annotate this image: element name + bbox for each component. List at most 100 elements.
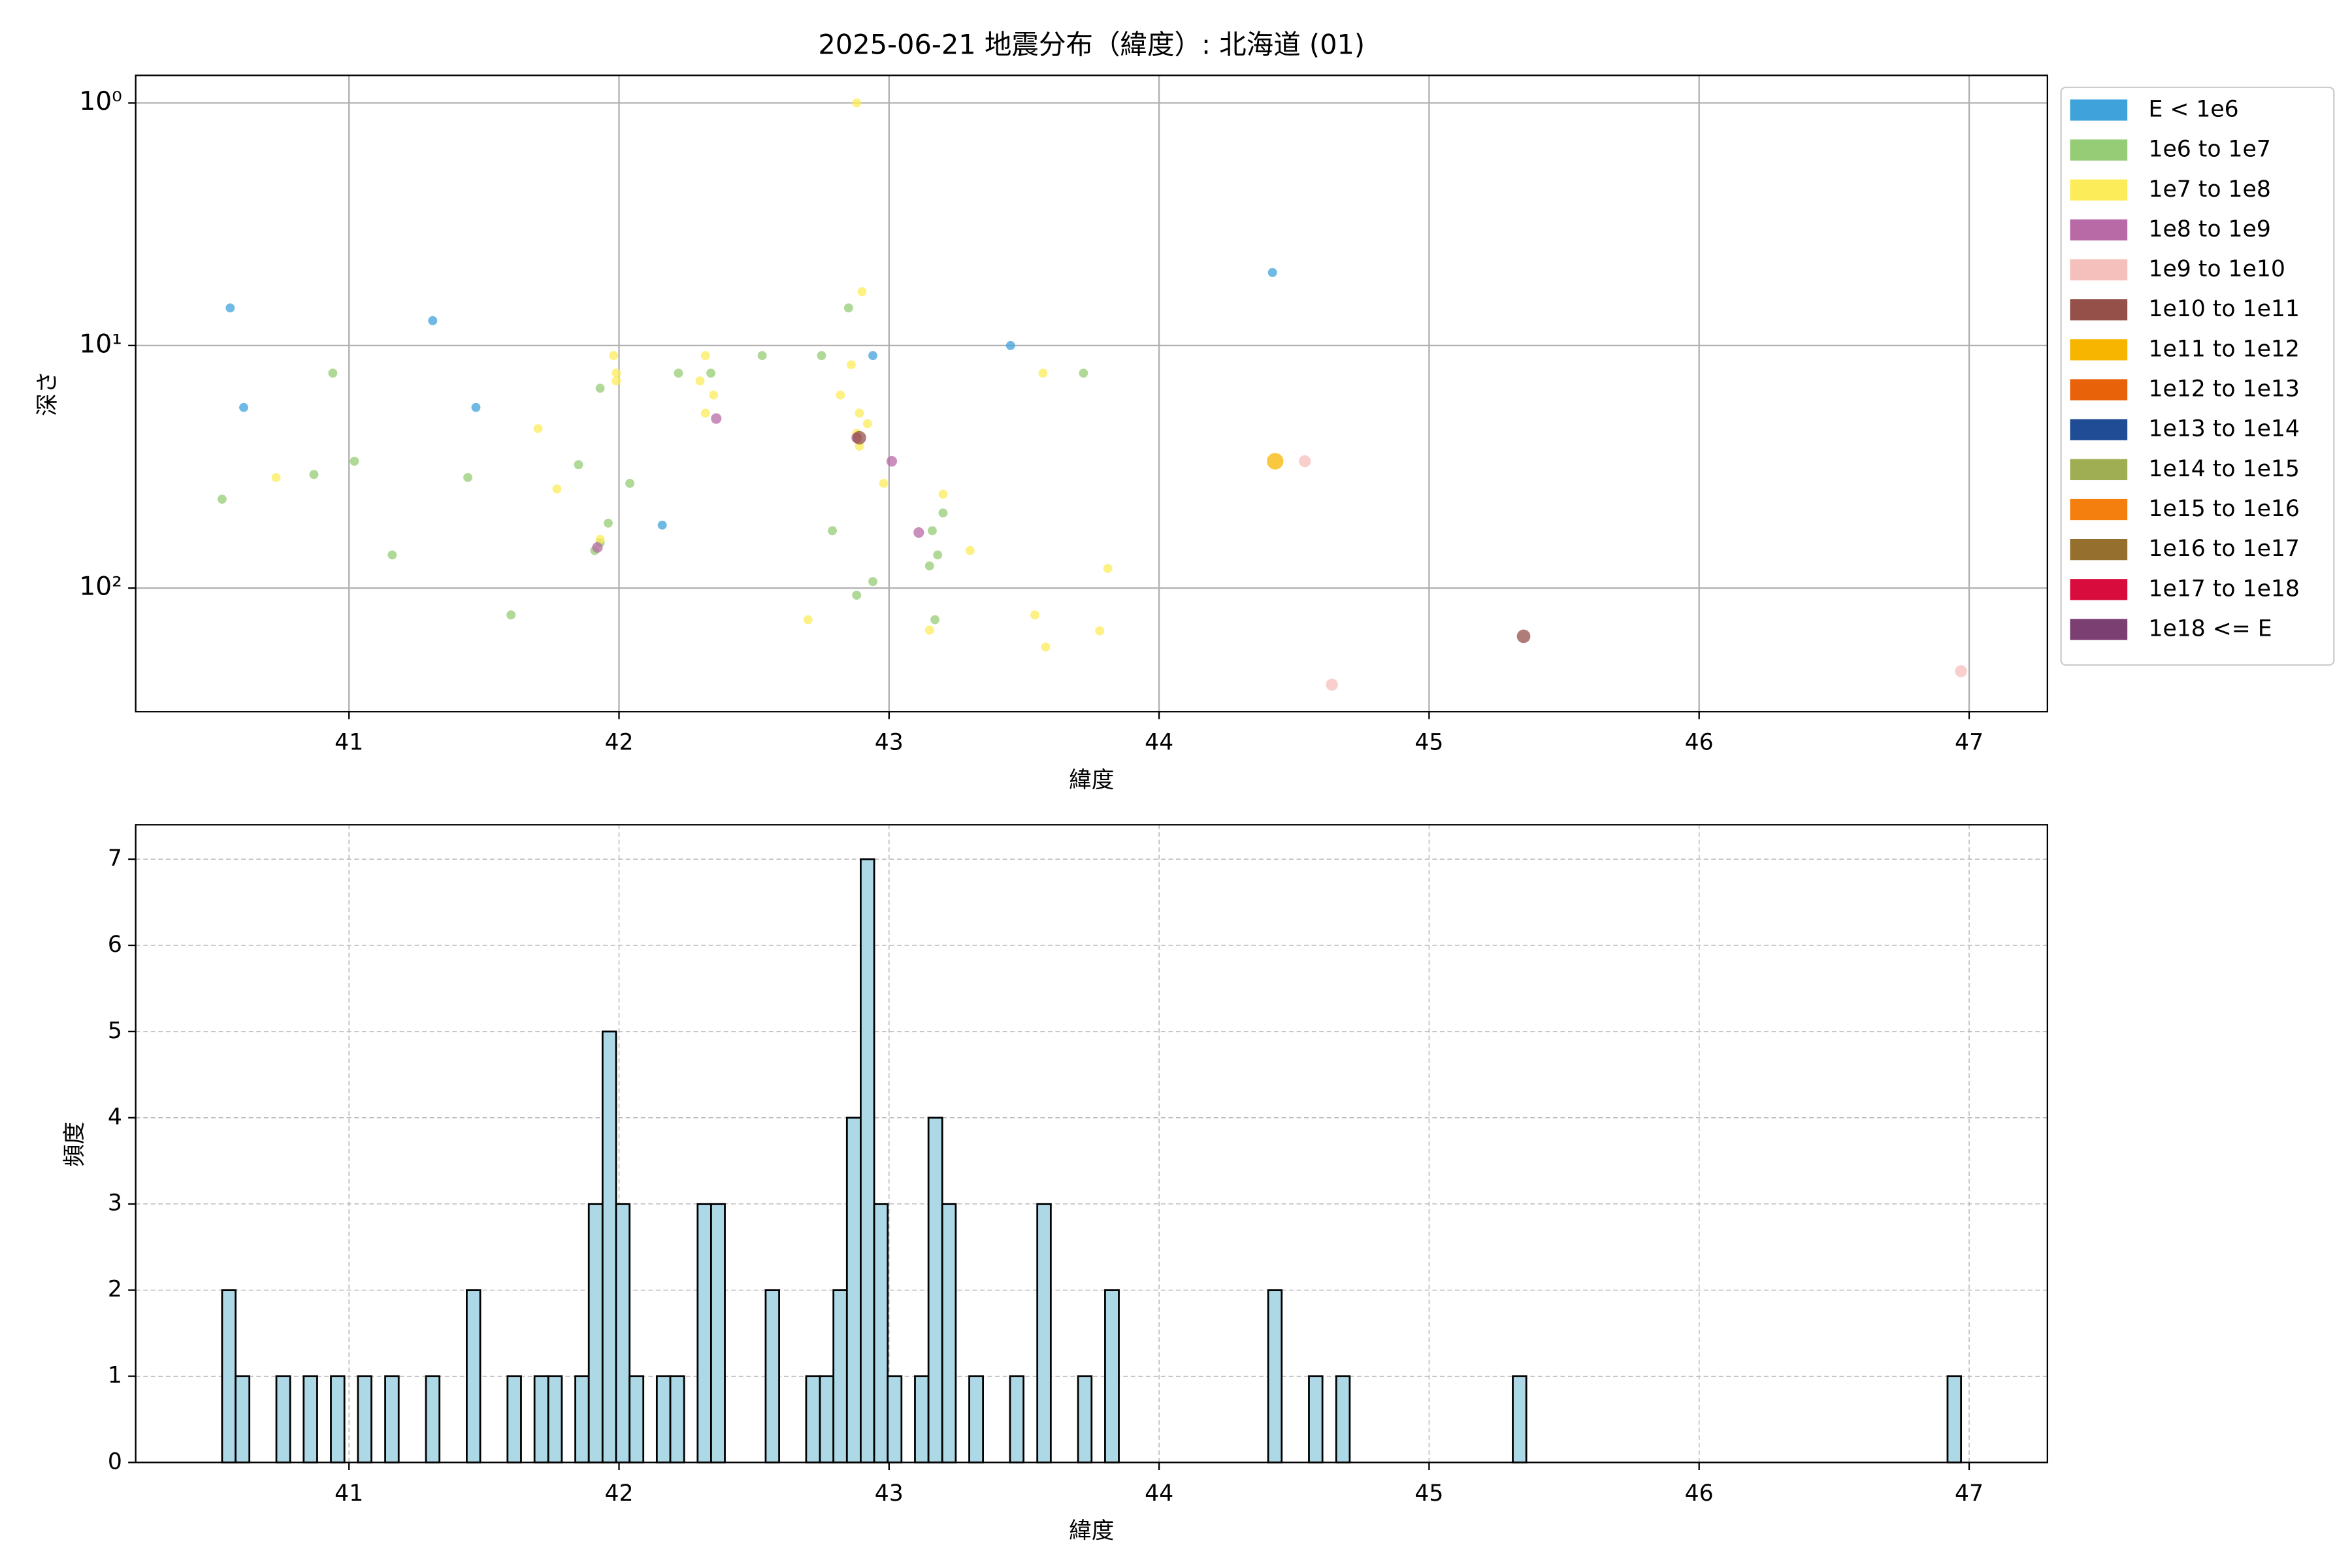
data-point (757, 351, 767, 361)
histogram-bar (710, 1203, 726, 1463)
legend-swatch (2070, 99, 2128, 121)
data-point (913, 527, 924, 538)
data-point (533, 424, 543, 433)
x-tick-label: 45 (1414, 1480, 1443, 1507)
histogram-bar (275, 1375, 291, 1463)
data-point (595, 534, 605, 544)
histogram-bar (221, 1289, 237, 1463)
x-tick-label: 44 (1145, 730, 1173, 756)
data-point (938, 508, 948, 518)
histogram-bar (927, 1117, 943, 1463)
x-tick-label: 42 (604, 1480, 633, 1507)
data-point (387, 550, 397, 560)
legend-label: 1e12 to 1e13 (2148, 376, 2299, 402)
x-tick-label: 41 (335, 1480, 363, 1507)
histogram-bar (330, 1375, 346, 1463)
histogram-bar (845, 1117, 862, 1463)
data-point (674, 368, 683, 378)
x-tick-label: 41 (335, 730, 363, 756)
histogram-bar (533, 1375, 549, 1463)
data-point (1041, 642, 1051, 652)
data-point (928, 526, 937, 536)
legend-box (2060, 86, 2335, 666)
histogram-bar (466, 1289, 482, 1463)
data-point (1267, 268, 1277, 277)
legend-swatch (2070, 339, 2128, 361)
y-tick-label: 6 (108, 932, 122, 958)
histogram-bar (1946, 1375, 1962, 1463)
legend-swatch (2070, 459, 2128, 480)
legend-label: 1e6 to 1e7 (2148, 137, 2270, 163)
histogram-bar (941, 1203, 957, 1463)
histogram-bar (805, 1375, 821, 1463)
data-point (868, 577, 877, 587)
histogram-bar (1308, 1375, 1324, 1463)
y-tick-label: 5 (108, 1018, 122, 1044)
data-point (595, 384, 605, 393)
data-point (1326, 678, 1338, 691)
histogram-bar (887, 1375, 903, 1463)
data-point (428, 316, 438, 325)
data-point (1103, 564, 1113, 574)
histogram-bar (1335, 1375, 1351, 1463)
x-tick-label: 46 (1685, 730, 1714, 756)
histogram-bar (1512, 1375, 1527, 1463)
histogram-bar (860, 858, 875, 1463)
histogram-bar (832, 1289, 848, 1463)
legend-swatch (2070, 379, 2128, 400)
histogram-bar (547, 1375, 563, 1463)
data-point (1030, 610, 1039, 620)
legend-swatch (2070, 219, 2128, 241)
data-point (868, 351, 877, 361)
data-point (852, 98, 862, 108)
legend-label: 1e18 <= E (2148, 615, 2272, 642)
data-point (612, 368, 621, 378)
plot-frame (135, 824, 2048, 1463)
data-point (843, 303, 853, 313)
x-axis-label: 緯度 (1069, 767, 1114, 793)
data-point (1079, 368, 1088, 378)
y-tick-label: 3 (108, 1190, 122, 1217)
x-tick-label: 47 (1955, 730, 1984, 756)
data-point (604, 518, 613, 528)
x-tick-label: 45 (1414, 730, 1443, 756)
data-point (711, 413, 722, 424)
data-point (225, 303, 235, 313)
data-point (857, 287, 867, 297)
data-point (592, 542, 603, 553)
histogram-bar (1009, 1375, 1025, 1463)
data-point (471, 402, 481, 412)
legend-swatch (2070, 619, 2128, 640)
histogram-bar (384, 1375, 400, 1463)
data-point (930, 615, 939, 625)
data-point (706, 368, 715, 378)
data-point (552, 484, 562, 494)
y-tick-label: 10² (79, 572, 122, 602)
histogram-bar (819, 1375, 835, 1463)
legend-label: 1e11 to 1e12 (2148, 336, 2299, 362)
data-point (1516, 629, 1531, 644)
data-point (924, 625, 934, 635)
histogram-bar (1104, 1289, 1120, 1463)
y-axis-label: 深さ (35, 371, 61, 416)
data-point (828, 526, 837, 536)
data-point (657, 520, 667, 530)
legend-label: 1e10 to 1e11 (2148, 296, 2299, 322)
legend-label: 1e14 to 1e15 (2148, 456, 2299, 482)
plot-frame (135, 74, 2048, 713)
data-point (700, 408, 710, 418)
histogram-bar (1267, 1289, 1283, 1463)
y-tick-label: 4 (108, 1104, 122, 1130)
data-point (852, 431, 866, 445)
histogram-bar (696, 1203, 712, 1463)
x-tick-label: 43 (875, 1480, 904, 1507)
x-tick-label: 46 (1685, 1480, 1714, 1507)
legend-label: 1e16 to 1e17 (2148, 536, 2299, 562)
histogram-bar (506, 1375, 522, 1463)
y-tick-label: 2 (108, 1277, 122, 1303)
y-tick-label: 10⁰ (79, 87, 122, 116)
data-point (1267, 453, 1284, 470)
legend-swatch (2070, 419, 2128, 440)
legend-label: 1e9 to 1e10 (2148, 256, 2285, 282)
